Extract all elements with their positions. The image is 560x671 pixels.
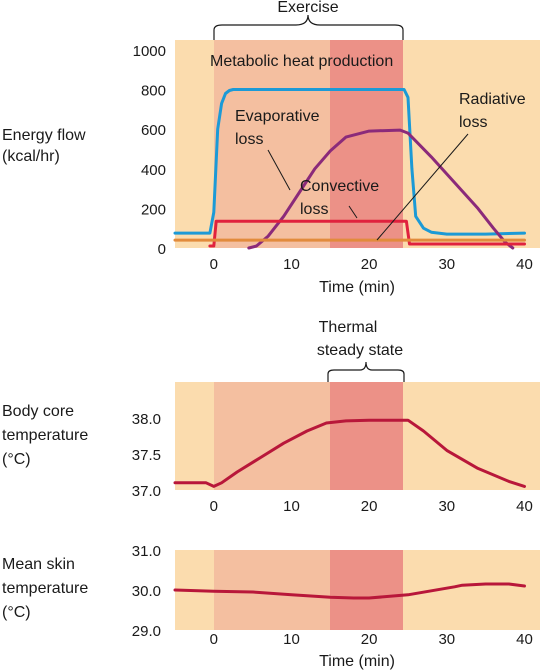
x-tick-label: 0 bbox=[210, 631, 218, 648]
panel-3-background bbox=[175, 550, 540, 630]
panel-3-ylabel: Mean skin temperature (°C) bbox=[2, 556, 88, 621]
annotation-evaporative-leader bbox=[267, 149, 291, 191]
panel-1-xlabel: Time (min) bbox=[319, 279, 395, 296]
panel-3-ylabel-line-2: temperature bbox=[2, 580, 88, 597]
y-tick-label: 37.0 bbox=[132, 483, 161, 500]
x-tick-label: 10 bbox=[283, 256, 300, 273]
annotation-radiative-line-2: loss bbox=[459, 114, 487, 131]
y-tick-label: 38.0 bbox=[132, 411, 161, 428]
panel-1-ylabel: Energy flow (kcal/hr) bbox=[2, 127, 86, 165]
x-tick-label: 20 bbox=[361, 256, 378, 273]
panel-1-series bbox=[173, 88, 526, 250]
x-tick-label: 40 bbox=[516, 256, 533, 273]
panel-3-y-ticks: 29.0 30.0 31.0 bbox=[132, 543, 161, 640]
exercise-bracket-label: Exercise bbox=[277, 0, 338, 16]
panel-2-ylabel-line-1: Body core bbox=[2, 403, 74, 420]
exercise-bracket bbox=[213, 14, 404, 40]
panel-3-series bbox=[173, 582, 526, 600]
series-line-metabolic-heat-production bbox=[173, 88, 526, 236]
panel-2-background bbox=[175, 382, 540, 490]
series-line-body-core-temperature bbox=[173, 418, 526, 488]
y-tick-label: 29.0 bbox=[132, 623, 161, 640]
steady-state-label-line-1: Thermal bbox=[319, 319, 378, 336]
steady-state-label-line-2: steady state bbox=[317, 342, 403, 359]
panel-1-background bbox=[175, 40, 540, 248]
x-tick-label: 40 bbox=[516, 498, 533, 515]
panel-3-x-ticks: 0 10 20 30 40 bbox=[210, 631, 533, 648]
panel-2-x-ticks: 0 10 20 30 40 bbox=[210, 498, 533, 515]
x-tick-label: 30 bbox=[438, 631, 455, 648]
annotation-convective-line-1: Convective bbox=[300, 178, 379, 195]
y-tick-label: 30.0 bbox=[132, 583, 161, 600]
x-tick-label: 10 bbox=[283, 498, 300, 515]
panel-2-series bbox=[173, 418, 526, 488]
panel-3-exercise-bg bbox=[214, 550, 330, 630]
series-line-mean-skin-temperature bbox=[173, 582, 526, 600]
x-tick-label: 0 bbox=[210, 256, 218, 273]
panel-3-steady-bg bbox=[330, 550, 403, 630]
y-tick-label: 200 bbox=[141, 201, 166, 218]
y-tick-label: 0 bbox=[158, 241, 166, 258]
panel-2-exercise-bg bbox=[214, 382, 330, 490]
annotation-convective-leader bbox=[348, 205, 358, 219]
y-tick-label: 1000 bbox=[133, 43, 166, 60]
panel-3-xlabel: Time (min) bbox=[319, 653, 395, 670]
x-tick-label: 0 bbox=[210, 498, 218, 515]
panel-1-exercise-bg bbox=[214, 40, 330, 248]
y-tick-label: 600 bbox=[141, 122, 166, 139]
panel-1-ylabel-line-2: (kcal/hr) bbox=[2, 148, 60, 165]
panel-3-ylabel-line-3: (°C) bbox=[2, 604, 31, 621]
annotation-evaporative-line-1: Evaporative bbox=[235, 108, 320, 125]
annotation-radiative-leader bbox=[376, 133, 469, 241]
y-tick-label: 37.5 bbox=[132, 447, 161, 464]
panel-1-x-ticks: 0 10 20 30 40 bbox=[210, 256, 533, 273]
annotation-metabolic: Metabolic heat production bbox=[210, 53, 393, 70]
steady-state-bracket bbox=[327, 361, 405, 382]
x-tick-label: 30 bbox=[438, 498, 455, 515]
series-line-evaporative-loss bbox=[247, 128, 515, 250]
y-tick-label: 800 bbox=[141, 83, 166, 100]
x-tick-label: 40 bbox=[516, 631, 533, 648]
panel-2-steady-bg bbox=[330, 382, 403, 490]
panel-1-y-ticks: 0 200 400 600 800 1000 bbox=[133, 43, 166, 258]
panel-1-steady-bg bbox=[330, 40, 403, 248]
annotation-radiative-line-1: Radiative bbox=[459, 91, 526, 108]
y-tick-label: 31.0 bbox=[132, 543, 161, 560]
annotation-convective-line-2: loss bbox=[300, 201, 328, 218]
x-tick-label: 20 bbox=[361, 498, 378, 515]
annotation-evaporative-line-2: loss bbox=[235, 131, 263, 148]
panel-3-ylabel-line-1: Mean skin bbox=[2, 556, 75, 573]
thermal-steady-state-header: Thermal steady state bbox=[317, 319, 403, 359]
panel-2-ylabel: Body core temperature (°C) bbox=[2, 403, 88, 468]
panel-2-y-ticks: 37.0 37.5 38.0 bbox=[132, 411, 161, 500]
x-tick-label: 10 bbox=[283, 631, 300, 648]
panel-2-ylabel-line-3: (°C) bbox=[2, 451, 31, 468]
x-tick-label: 20 bbox=[361, 631, 378, 648]
series-line-convective-loss bbox=[208, 219, 526, 248]
x-tick-label: 30 bbox=[438, 256, 455, 273]
panel-2-ylabel-line-2: temperature bbox=[2, 427, 88, 444]
panel-1-ylabel-line-1: Energy flow bbox=[2, 127, 86, 144]
y-tick-label: 400 bbox=[141, 162, 166, 179]
